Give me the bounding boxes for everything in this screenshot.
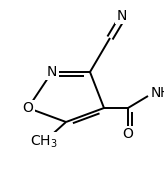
Text: NH$_2$: NH$_2$ (150, 86, 164, 102)
Text: N: N (47, 65, 57, 79)
Text: N: N (117, 9, 127, 23)
Text: O: O (123, 127, 133, 141)
Text: O: O (23, 101, 33, 115)
Text: CH$_3$: CH$_3$ (30, 134, 58, 150)
